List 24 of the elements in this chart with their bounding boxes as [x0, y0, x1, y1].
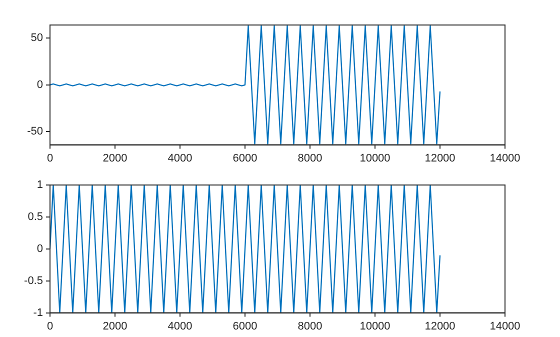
x-tick-label: 4000 — [168, 152, 192, 164]
x-tick-label: 6000 — [232, 320, 258, 332]
x-tick-label: 2000 — [102, 152, 128, 164]
x-tick-label: 10000 — [360, 320, 390, 332]
y-tick-label: -50 — [27, 126, 43, 138]
x-tick-label: 12000 — [424, 320, 456, 332]
x-tick-label: 14000 — [490, 152, 520, 164]
x-tick-label: 4000 — [168, 320, 192, 332]
x-tick-label: 10000 — [360, 152, 390, 164]
y-tick-label: 0 — [36, 78, 43, 91]
y-tick-label: 0 — [36, 242, 43, 255]
x-tick-label: 14000 — [490, 320, 520, 332]
y-tick-label: 50 — [30, 32, 43, 44]
x-tick-label: 6000 — [232, 152, 258, 164]
x-tick-label: 0 — [46, 320, 54, 332]
x-tick-label: 2000 — [102, 320, 128, 332]
x-tick-label: 8000 — [298, 152, 322, 164]
y-tick-label: 1 — [36, 179, 43, 192]
y-tick-label: 0.5 — [28, 210, 43, 223]
x-tick-label: 12000 — [424, 152, 456, 164]
y-tick-label: -0.5 — [24, 274, 43, 287]
y-tick-label: -1 — [33, 306, 43, 319]
x-tick-label: 8000 — [298, 320, 322, 332]
x-tick-label: 0 — [46, 152, 54, 164]
